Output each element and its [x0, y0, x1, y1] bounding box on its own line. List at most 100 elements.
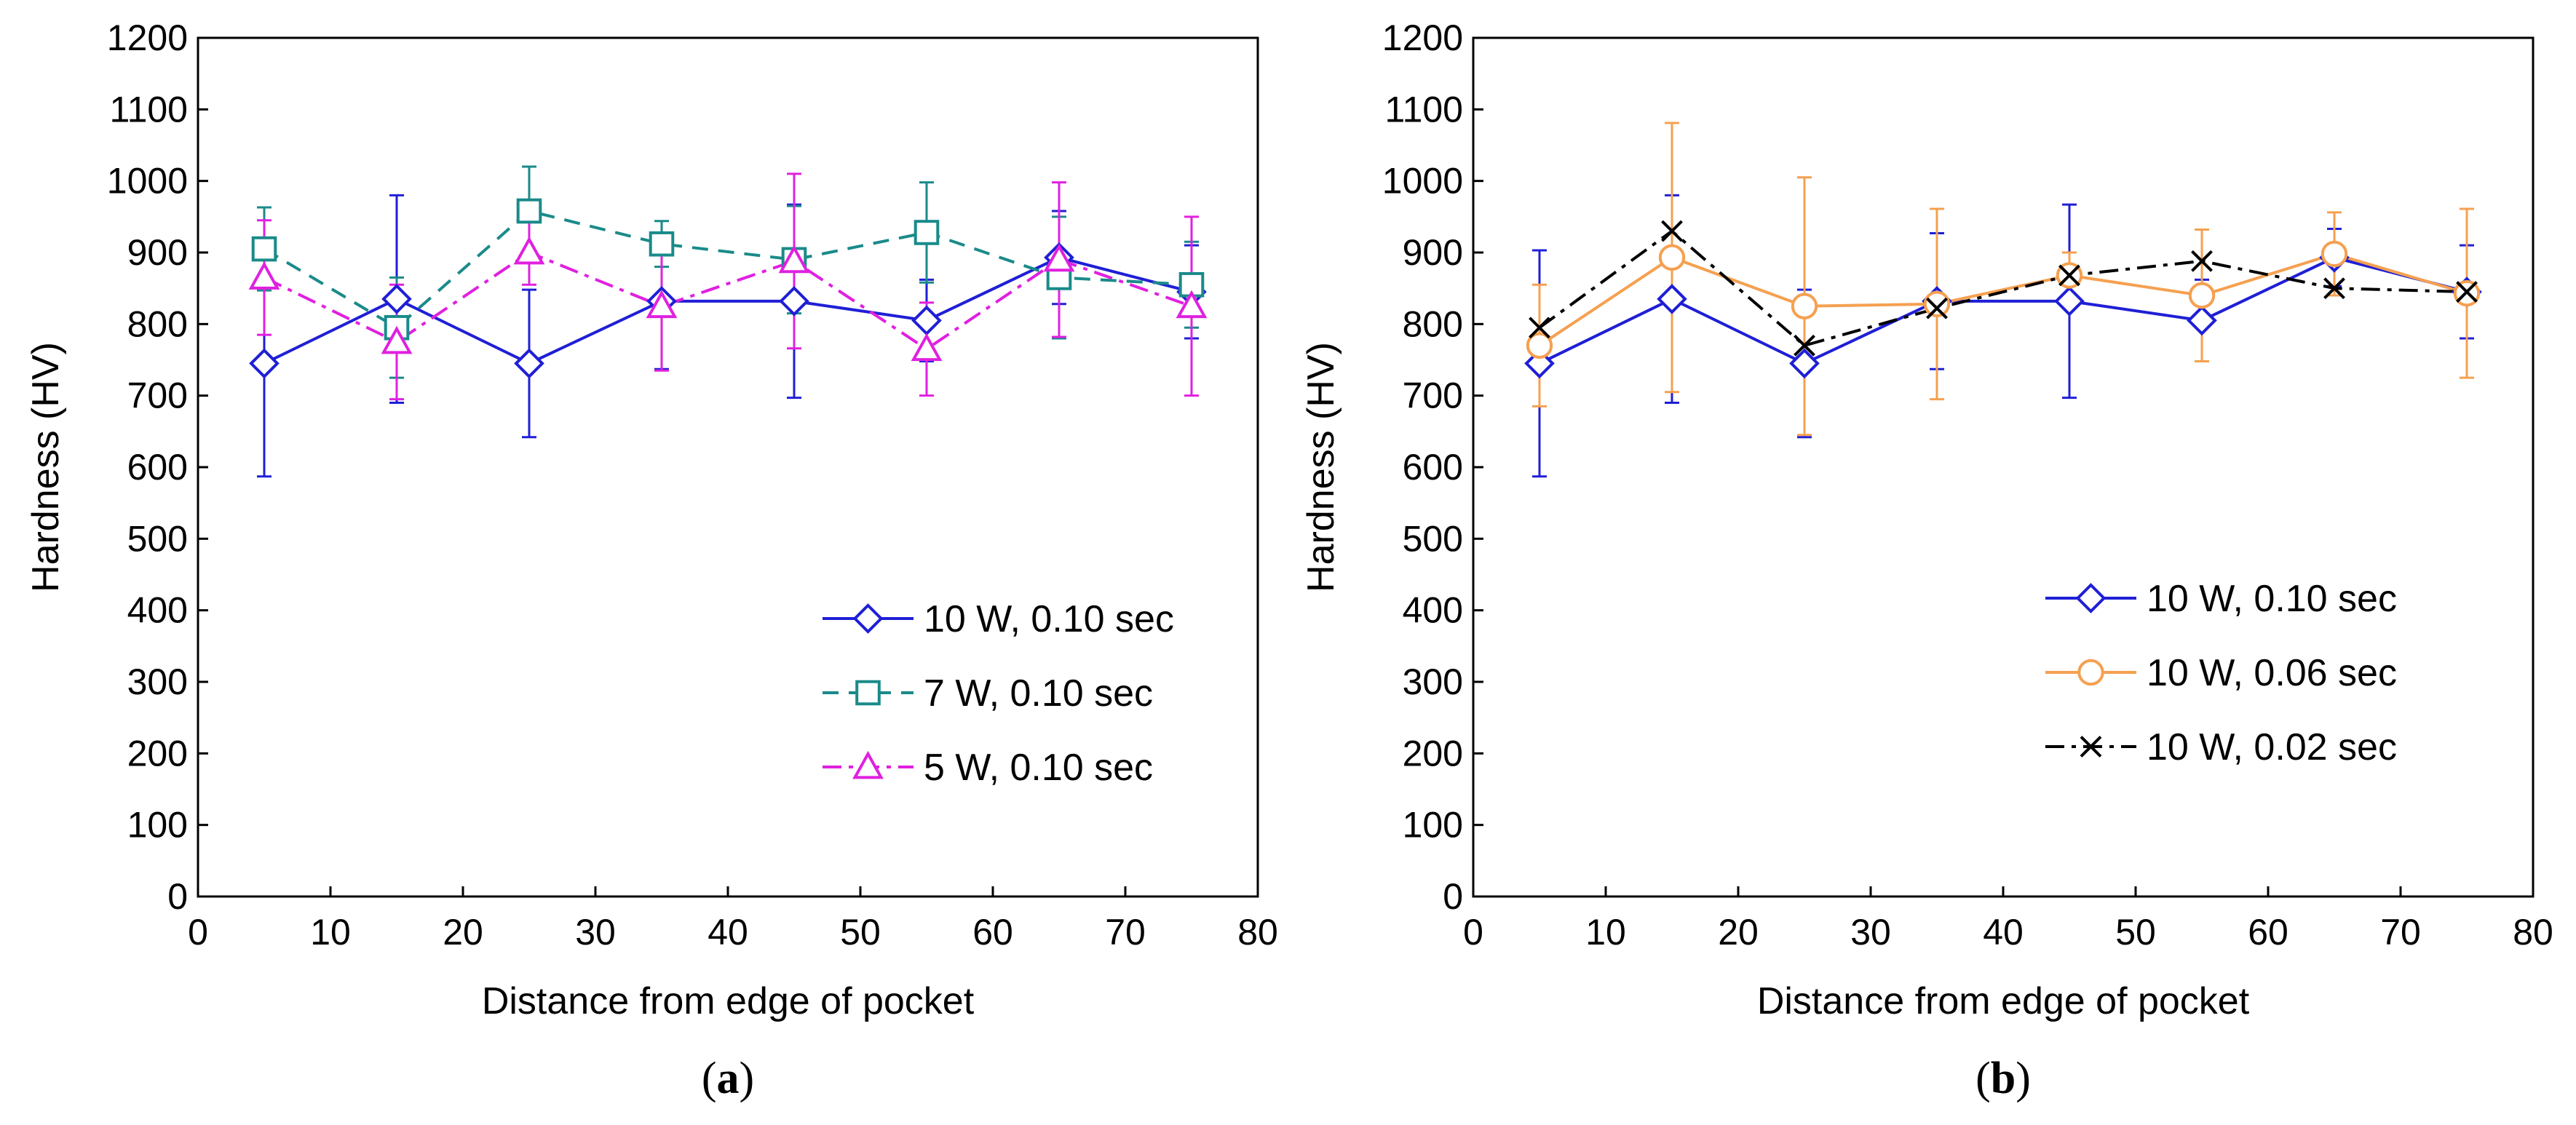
marker-x	[1661, 220, 1683, 242]
marker-x-stroke	[1926, 297, 1948, 319]
legend-item: 10 W, 0.10 sec	[823, 598, 1174, 640]
marker-triangle	[646, 290, 678, 319]
marker-square	[649, 231, 675, 257]
x-tick-label: 0	[188, 912, 208, 953]
series-line	[1538, 228, 2468, 348]
legend-label: 5 W, 0.10 sec	[924, 747, 1153, 789]
series-line	[263, 255, 1192, 365]
y-tick-label: 300	[127, 661, 188, 702]
legend-item: 10 W, 0.06 sec	[2045, 652, 2397, 694]
marker-x-stroke	[2323, 277, 2345, 300]
legend-item: 10 W, 0.02 sec	[2045, 726, 2397, 768]
x-tick-label: 50	[840, 912, 881, 953]
marker-x-stroke	[2080, 736, 2102, 758]
x-tick-label: 30	[575, 912, 616, 953]
series-line	[263, 209, 1192, 330]
marker-x	[2080, 736, 2102, 758]
y-axis-title: Hardness (HV)	[1300, 342, 1342, 592]
marker-circle	[1526, 332, 1553, 359]
x-tick-label: 10	[310, 912, 351, 953]
y-tick-label: 0	[167, 876, 188, 917]
y-tick-label: 800	[1403, 303, 1463, 344]
y-tick-label: 900	[127, 232, 188, 273]
series-line	[1538, 252, 2468, 347]
marker-triangle	[778, 245, 810, 274]
marker-triangle	[513, 236, 545, 265]
marker-diamond	[1657, 284, 1687, 314]
marker-triangle	[381, 325, 413, 354]
legend-item: 5 W, 0.10 sec	[823, 747, 1153, 789]
marker-x	[1926, 297, 1948, 319]
marker-x-stroke	[2456, 281, 2478, 303]
legend-label: 10 W, 0.10 sec	[2147, 578, 2397, 620]
legend: 10 W, 0.10 sec 10 W, 0.06 sec 10 W, 0.02 s…	[2045, 578, 2397, 768]
y-tick-label: 200	[127, 733, 188, 774]
marker-diamond	[381, 284, 412, 314]
x-tick-label: 80	[1237, 912, 1278, 953]
y-tick-label: 1200	[1382, 17, 1463, 58]
y-tick-label: 700	[127, 375, 188, 416]
series-line	[263, 250, 1192, 351]
marker-circle	[2077, 659, 2104, 686]
legend-label: 7 W, 0.10 sec	[924, 672, 1153, 715]
legend-label: 10 W, 0.02 sec	[2147, 726, 2397, 768]
y-tick-label: 1100	[1384, 89, 1463, 130]
panel-a-chart: 0100200300400500600700800900100011001200…	[25, 17, 1278, 1103]
x-tick-label: 30	[1850, 912, 1891, 953]
y-tick-label: 200	[1403, 733, 1463, 774]
marker-diamond	[514, 348, 544, 379]
marker-x	[2323, 277, 2345, 300]
marker-x	[2191, 250, 2213, 272]
y-tick-label: 100	[127, 805, 188, 846]
marker-circle	[1658, 244, 1686, 271]
y-tick-label: 1000	[107, 161, 188, 202]
x-tick-label: 60	[2248, 912, 2288, 953]
marker-x-stroke	[1661, 220, 1683, 242]
y-tick-label: 700	[1403, 375, 1463, 416]
y-tick-label: 300	[1403, 661, 1463, 702]
y-tick-label: 100	[1403, 805, 1463, 846]
x-tick-label: 50	[2115, 912, 2156, 953]
legend-label: 10 W, 0.06 sec	[2147, 652, 2397, 694]
y-tick-label: 400	[127, 590, 188, 631]
y-tick-label: 900	[1403, 232, 1463, 273]
marker-diamond	[1789, 348, 1820, 379]
marker-x-stroke	[2191, 250, 2213, 272]
marker-x-stroke	[1794, 334, 1815, 357]
marker-triangle	[1176, 290, 1208, 319]
marker-triangle	[1043, 243, 1075, 272]
legend-item: 7 W, 0.10 sec	[823, 672, 1153, 715]
legend-item: 10 W, 0.10 sec	[2045, 578, 2397, 620]
marker-x	[1794, 334, 1815, 357]
marker-triangle	[852, 750, 884, 779]
x-tick-label: 60	[972, 912, 1013, 953]
marker-circle	[2321, 240, 2348, 268]
marker-square	[251, 236, 277, 262]
x-tick-label: 20	[1718, 912, 1759, 953]
x-axis-title: Distance from edge of pocket	[1757, 980, 2250, 1022]
y-tick-label: 500	[1403, 518, 1463, 559]
marker-x-stroke	[2058, 264, 2080, 287]
x-tick-label: 70	[2380, 912, 2421, 953]
marker-x	[2456, 281, 2478, 303]
x-tick-label: 10	[1585, 912, 1626, 953]
x-tick-label: 40	[1983, 912, 2024, 953]
marker-diamond	[2075, 583, 2107, 613]
y-tick-label: 400	[1403, 590, 1463, 631]
marker-x	[1529, 317, 1550, 339]
marker-x-stroke	[1529, 317, 1550, 339]
x-tick-label: 70	[1105, 912, 1146, 953]
marker-diamond	[249, 348, 280, 379]
x-tick-label: 20	[443, 912, 483, 953]
panel-caption: (b)	[1975, 1054, 2031, 1103]
marker-circle	[2188, 282, 2216, 309]
marker-diamond	[852, 603, 884, 634]
marker-circle	[1791, 293, 1818, 319]
marker-triangle	[911, 333, 943, 362]
x-tick-label: 0	[1463, 912, 1483, 953]
y-tick-label: 600	[127, 447, 188, 488]
marker-diamond	[2187, 305, 2217, 336]
legend: 10 W, 0.10 sec 7 W, 0.10 sec 5 W, 0.10 sec	[823, 598, 1174, 789]
marker-square	[855, 680, 881, 706]
y-tick-label: 500	[127, 518, 188, 559]
